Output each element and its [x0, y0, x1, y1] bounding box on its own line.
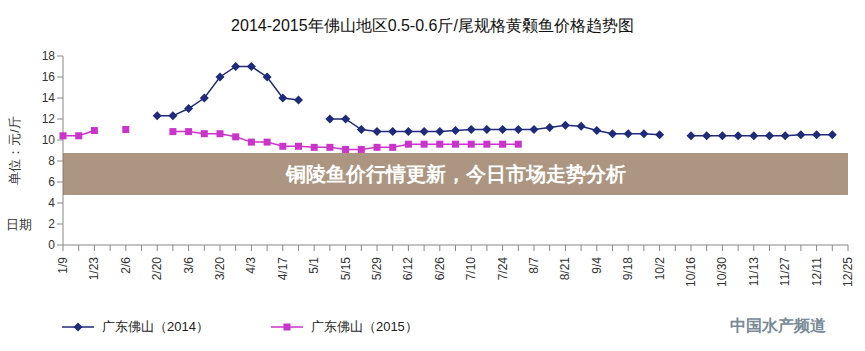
- svg-text:12/11: 12/11: [810, 257, 824, 286]
- svg-text:8/21: 8/21: [558, 257, 572, 281]
- html-text:广东佛山（2014）: 广东佛山（2014）: [102, 319, 209, 334]
- svg-text:3/20: 3/20: [213, 257, 227, 281]
- svg-text:5/15: 5/15: [339, 257, 353, 281]
- html-text:日期: 日期: [6, 217, 32, 232]
- svg-text:8: 8: [48, 154, 55, 168]
- svg-text:4/17: 4/17: [276, 257, 290, 281]
- svg-text:5/1: 5/1: [307, 257, 321, 274]
- svg-text:单位：元/斤: 单位：元/斤: [7, 116, 22, 185]
- svg-text:7/24: 7/24: [496, 257, 510, 281]
- html-text:铜陵鱼价行情更新，今日市场走势分析: 铜陵鱼价行情更新，今日市场走势分析: [285, 162, 626, 185]
- svg-text:5/29: 5/29: [370, 257, 384, 281]
- svg-text:0: 0: [48, 238, 55, 252]
- svg-text:16: 16: [42, 70, 56, 84]
- svg-text:3/6: 3/6: [182, 257, 196, 274]
- svg-text:18: 18: [42, 49, 56, 63]
- svg-text:11/27: 11/27: [778, 257, 792, 286]
- html-text:中国水产频道: 中国水产频道: [730, 317, 826, 334]
- svg-text:14: 14: [42, 91, 56, 105]
- svg-text:9/4: 9/4: [590, 257, 604, 274]
- html-text:2014-2015年佛山地区0.5-0.6斤/尾规格黄颡鱼价: 2014-2015年佛山地区0.5-0.6斤/尾规格黄颡鱼价格趋势图: [231, 17, 634, 34]
- svg-text:10/2: 10/2: [653, 257, 667, 281]
- svg-text:9/18: 9/18: [621, 257, 635, 281]
- svg-text:7/10: 7/10: [464, 257, 478, 281]
- svg-text:4: 4: [48, 196, 55, 210]
- svg-text:4/3: 4/3: [244, 257, 258, 274]
- svg-text:12: 12: [42, 112, 56, 126]
- svg-text:11/13: 11/13: [747, 257, 761, 286]
- svg-text:6/26: 6/26: [433, 257, 447, 281]
- svg-text:2/20: 2/20: [150, 257, 164, 281]
- html-text:广东佛山（2015）: 广东佛山（2015）: [310, 319, 418, 334]
- svg-text:6: 6: [48, 175, 55, 189]
- svg-text:8/7: 8/7: [527, 257, 541, 274]
- svg-text:10: 10: [42, 133, 56, 147]
- svg-text:10/16: 10/16: [684, 257, 698, 287]
- svg-text:1/9: 1/9: [56, 257, 70, 274]
- svg-text:2: 2: [48, 217, 55, 231]
- svg-text:2/6: 2/6: [119, 257, 133, 274]
- svg-text:1/23: 1/23: [87, 257, 101, 281]
- svg-text:10/30: 10/30: [715, 257, 729, 287]
- svg-text:6/12: 6/12: [401, 257, 415, 281]
- svg-text:12/25: 12/25: [841, 257, 855, 287]
